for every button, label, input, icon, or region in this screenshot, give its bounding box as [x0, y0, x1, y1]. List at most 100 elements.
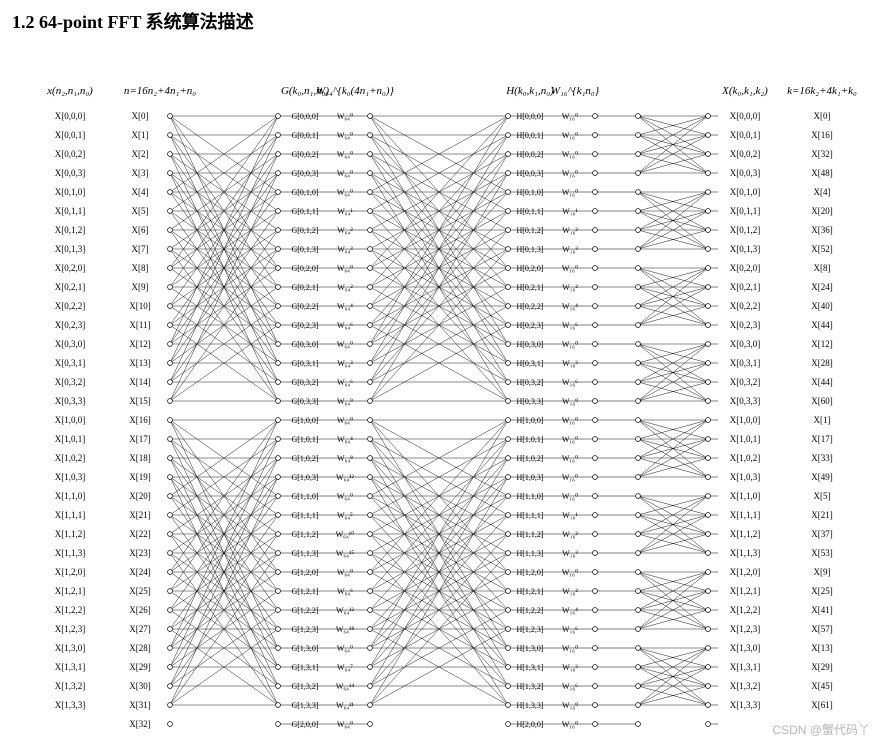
xk-triple: X[1,1,1] — [730, 510, 761, 520]
x-index: X[16] — [129, 415, 151, 425]
node-input — [168, 646, 173, 651]
node-xk-in — [636, 266, 641, 271]
x-index: X[28] — [129, 643, 151, 653]
node-w16 — [593, 133, 598, 138]
node-g — [276, 133, 281, 138]
w16-label: W₁₆⁶ — [562, 321, 578, 330]
node-xk-in — [636, 475, 641, 480]
w16-label: W₁₆¹ — [562, 207, 578, 216]
x-triple: X[0,2,0] — [55, 263, 86, 273]
node-xk-out — [706, 190, 711, 195]
w16-label: W₁₆⁰ — [562, 454, 578, 463]
x-index: X[5] — [132, 206, 149, 216]
w64-label: W₆₄⁷ — [337, 663, 353, 672]
node-w16 — [593, 228, 598, 233]
x-triple: X[1,0,3] — [55, 472, 86, 482]
h-label: H[0,1,2] — [516, 226, 543, 235]
node-xk-out — [706, 171, 711, 176]
node-w64 — [368, 589, 373, 594]
node-xk-out — [706, 532, 711, 537]
hdr-W64: W₆₄^{k₀(4n₁+n₀)} — [316, 85, 394, 97]
w64-label: W₆₄⁰ — [337, 720, 353, 729]
node-h — [506, 114, 511, 119]
page-title: 1.2 64-point FFT 系统算法描述 — [0, 0, 878, 42]
node-h — [506, 475, 511, 480]
x-triple: X[0,0,3] — [55, 168, 86, 178]
node-w64 — [368, 228, 373, 233]
g-label: G[1,3,2] — [291, 682, 318, 691]
h-label: H[0,3,3] — [516, 397, 543, 406]
node-g — [276, 266, 281, 271]
node-xk-in — [636, 589, 641, 594]
node-h — [506, 456, 511, 461]
w64-label: W₆₄⁰ — [337, 492, 353, 501]
node-input — [168, 399, 173, 404]
node-w16 — [593, 380, 598, 385]
node-xk-out — [706, 570, 711, 575]
node-w16 — [593, 703, 598, 708]
xk-triple: X[0,0,2] — [730, 149, 761, 159]
xk-index: X[21] — [811, 510, 833, 520]
node-h — [506, 342, 511, 347]
x-index: X[29] — [129, 662, 151, 672]
diagram-svg: x(n₂,n₁,n₀)n=16n₂+4n₁+n₀G(k₀,n₁,n₀)W₆₄^{… — [0, 42, 878, 742]
x-index: X[10] — [129, 301, 151, 311]
node-xk-in — [636, 304, 641, 309]
w64-label: W₆₄⁶ — [337, 378, 353, 387]
h-label: H[1,1,1] — [516, 511, 543, 520]
w64-label: W₆₄⁰ — [337, 112, 353, 121]
node-w64 — [368, 608, 373, 613]
node-xk-out — [706, 304, 711, 309]
xk-index: X[29] — [811, 662, 833, 672]
x-index: X[11] — [129, 320, 150, 330]
node-h — [506, 209, 511, 214]
w16-label: W₁₆³ — [562, 359, 578, 368]
node-w16 — [593, 608, 598, 613]
node-g — [276, 342, 281, 347]
node-g — [276, 722, 281, 727]
w16-label: W₁₆³ — [562, 663, 578, 672]
xk-index: X[53] — [811, 548, 833, 558]
node-h — [506, 646, 511, 651]
node-xk-in — [636, 228, 641, 233]
node-w64 — [368, 323, 373, 328]
node-xk-in — [636, 323, 641, 328]
node-w64 — [368, 494, 373, 499]
x-index: X[9] — [132, 282, 149, 292]
node-w16 — [593, 285, 598, 290]
w16-label: W₁₆⁰ — [562, 492, 578, 501]
node-w64 — [368, 190, 373, 195]
node-h — [506, 589, 511, 594]
node-h — [506, 684, 511, 689]
node-xk-out — [706, 361, 711, 366]
x-index: X[2] — [132, 149, 149, 159]
w16-label: W₁₆² — [562, 587, 578, 596]
x-triple: X[0,2,2] — [55, 301, 86, 311]
node-w64 — [368, 551, 373, 556]
node-input — [168, 361, 173, 366]
node-xk-out — [706, 114, 711, 119]
node-w16 — [593, 247, 598, 252]
node-g — [276, 209, 281, 214]
node-h — [506, 437, 511, 442]
node-input — [168, 304, 173, 309]
node-xk-in — [636, 627, 641, 632]
h-label: H[1,0,1] — [516, 435, 543, 444]
node-input — [168, 532, 173, 537]
w16-label: W₁₆⁴ — [562, 302, 578, 311]
w16-label: W₁₆² — [562, 530, 578, 539]
node-xk-in — [636, 209, 641, 214]
node-w64 — [368, 133, 373, 138]
w16-label: W₁₆³ — [562, 549, 578, 558]
node-input — [168, 456, 173, 461]
node-h — [506, 285, 511, 290]
node-g — [276, 494, 281, 499]
g-label: G[1,1,3] — [291, 549, 318, 558]
node-w64 — [368, 418, 373, 423]
node-h — [506, 513, 511, 518]
x-triple: X[0,3,2] — [55, 377, 86, 387]
g-label: G[2,0,0] — [291, 720, 318, 729]
xk-triple: X[0,1,1] — [730, 206, 761, 216]
x-index: X[6] — [132, 225, 149, 235]
node-w64 — [368, 684, 373, 689]
